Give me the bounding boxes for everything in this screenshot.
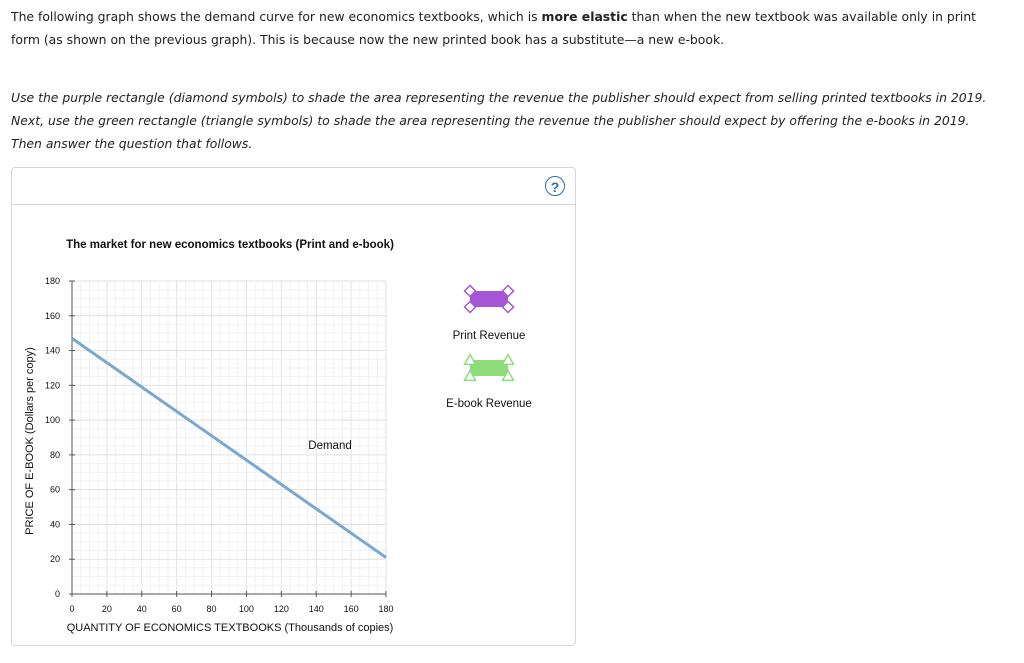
triangle-marker-icon [501,368,515,382]
y-tick-label: 140 [45,346,60,356]
intro-text-1: The following graph shows the demand cur… [11,9,542,24]
y-tick-label: 20 [50,554,60,564]
diamond-marker-icon [463,284,477,298]
legend-swatch [470,360,508,376]
x-axis-label: QUANTITY OF ECONOMICS TEXTBOOKS (Thousan… [67,622,394,634]
panel-toolbar: ? [12,168,575,205]
grid [72,280,387,594]
x-tick-label: 120 [274,604,289,614]
x-tick-label: 180 [378,604,393,614]
triangle-marker-icon [501,352,515,366]
y-tick-label: 0 [55,589,60,599]
chart-title: The market for new economics textbooks (… [66,239,394,251]
help-icon[interactable]: ? [545,176,565,196]
axes [71,281,386,595]
y-tick-label: 180 [45,276,60,286]
demand-curve [71,337,387,559]
legend-item-print-revenue: Print Revenue [453,284,526,342]
x-tick-label: 40 [137,604,147,614]
graph-panel: ? [11,167,576,646]
intro-bold: more elastic [541,9,628,24]
triangle-marker-icon [463,368,477,382]
x-tick-label: 80 [207,604,217,614]
x-tick-label: 0 [69,604,74,614]
series-layer: Demand [71,337,387,559]
y-tick-label: 100 [45,415,60,425]
legend: Print Revenue E-book Revenue [446,284,532,410]
diamond-marker-icon [463,300,477,314]
demand-label: Demand [308,440,351,452]
x-tick-label: 160 [344,604,359,614]
intro-paragraph: The following graph shows the demand cur… [11,5,1001,51]
legend-label: E-book Revenue [446,398,532,410]
legend-swatch [470,291,508,307]
ticks: 0 20 40 60 80 100 120 140 160 180 0 20 40 60 80 100 120 1… [45,276,394,614]
legend-label: Print Revenue [453,330,526,342]
y-tick-label: 160 [45,311,60,321]
triangle-marker-icon [463,352,477,366]
instructions-paragraph: Use the purple rectangle (diamond symbol… [11,90,987,151]
y-tick-label: 60 [50,485,60,495]
x-tick-label: 140 [309,604,324,614]
x-tick-label: 60 [172,604,182,614]
diamond-marker-icon [501,284,515,298]
x-tick-label: 20 [102,604,112,614]
intro-text-2: than when the new textbook was available… [11,9,977,47]
legend-item-ebook-revenue: E-book Revenue [446,352,532,410]
y-tick-label: 80 [50,450,60,460]
x-tick-label: 100 [239,604,254,614]
y-tick-label: 40 [50,519,60,529]
diamond-marker-icon [501,300,515,314]
y-tick-label: 120 [45,380,60,390]
y-axis-label: PRICE OF E-BOOK (Dollars per copy) [24,347,36,535]
